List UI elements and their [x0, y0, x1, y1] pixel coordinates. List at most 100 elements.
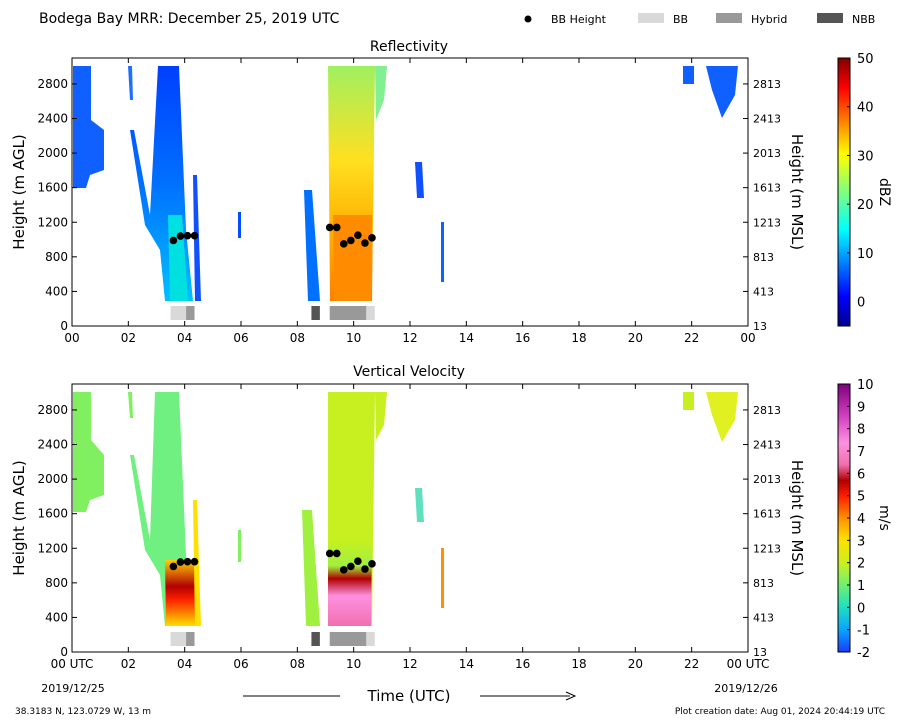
- y-tick-right-label: 13: [753, 320, 767, 333]
- bb-height-point: [332, 549, 341, 558]
- legend-nbb-label: NBB: [852, 13, 875, 26]
- x-tick-label: 14: [459, 331, 474, 345]
- refl-echo-storm-tail: [375, 66, 387, 120]
- refl-echo-early-left: [73, 66, 104, 188]
- x-tick-label: 04: [177, 331, 192, 345]
- legend-hybrid-swatch: [716, 13, 742, 23]
- y-tick-label: 0: [60, 319, 68, 333]
- start-date-label: 2019/12/25: [41, 682, 104, 695]
- legend-bb-label: BB: [673, 13, 688, 26]
- velocity-axes: 00 UTC 02 04 06 08 10 12 14 16 18 20 22 00 UTC040080…: [37, 384, 781, 671]
- reflectivity-title: Reflectivity: [370, 39, 448, 55]
- colorbar-tick-label: -1: [857, 624, 870, 639]
- bb-height-point: [340, 240, 348, 248]
- x-tick-label: 00: [64, 331, 79, 345]
- bb-height-point: [190, 557, 199, 566]
- velocity-field: [73, 392, 738, 626]
- colorbar-tick-label: 30: [857, 149, 874, 164]
- x-tick-label: 12: [402, 331, 417, 345]
- vel-echo-early-low: [165, 560, 200, 626]
- end-date-label: 2019/12/26: [714, 682, 777, 695]
- colorbar-tick-label: 10: [857, 247, 874, 262]
- y-tick-label: 2400: [37, 112, 68, 126]
- y-tick-label: 0: [60, 645, 68, 659]
- figure-title: Bodega Bay MRR: December 25, 2019 UTC: [39, 11, 340, 27]
- bb-class-nbb-bar: [311, 306, 320, 320]
- refl-echo-eod-a: [683, 66, 694, 84]
- bb-class-bb-bar: [366, 306, 375, 320]
- bb-height-point: [361, 239, 369, 247]
- y-tick-label: 1600: [37, 181, 68, 195]
- velocity-colorbar-label: m/s: [876, 505, 892, 531]
- bb-height-point: [368, 560, 376, 568]
- legend-bb-swatch: [638, 13, 664, 23]
- location-text: 38.3183 N, 123.0729 W, 13 m: [15, 707, 151, 717]
- y-tick-right-label: 2813: [753, 404, 781, 417]
- y-tick-right-label: 2013: [753, 147, 781, 160]
- reflectivity-bb-height-markers: [169, 223, 376, 248]
- bb-class-hybrid-bar: [186, 632, 195, 646]
- y-tick-label: 2800: [37, 403, 68, 417]
- reflectivity-panel: Reflectivity 00 02 04 06 08 10 12 14 16 18 20 22 000…: [10, 39, 892, 345]
- reflectivity-ylabel-left: Height (m AGL): [10, 134, 28, 249]
- x-tick-label: 22: [684, 331, 699, 345]
- colorbar-tick-label: 1: [857, 579, 865, 594]
- colorbar-tick-label: -2: [857, 646, 870, 661]
- x-tick-label: 04: [177, 657, 192, 671]
- colorbar-tick-label: 10: [857, 378, 874, 393]
- y-tick-label: 400: [45, 610, 68, 624]
- bb-height-point: [347, 562, 355, 571]
- y-tick-label: 400: [45, 284, 68, 298]
- x-tick-label: 08: [290, 657, 305, 671]
- y-tick-label: 1200: [37, 541, 68, 555]
- velocity-panel: Vertical Velocity 00 UTC 02 04 06 08 10 12 14 16…: [10, 364, 892, 671]
- x-tick-label: 06: [233, 657, 248, 671]
- bb-class-nbb-bar: [311, 632, 320, 646]
- x-tick-label: 14: [459, 657, 474, 671]
- colorbar-tick-label: 4: [857, 512, 865, 527]
- reflectivity-ylabel-right: Height (m MSL): [788, 134, 806, 250]
- y-tick-right-label: 1613: [753, 182, 781, 195]
- legend-bb-height-label: BB Height: [551, 13, 607, 26]
- velocity-bb-height-markers: [169, 549, 376, 574]
- bb-height-point: [190, 231, 199, 240]
- bb-class-hybrid-bar: [329, 632, 367, 646]
- bb-height-point: [361, 565, 369, 573]
- velocity-colorbar-ticks: -2 -1 0 1 2 3 4 5 6 7 8 9 10: [847, 378, 874, 661]
- colorbar-tick-label: 2: [857, 557, 865, 572]
- vel-echo-eod-a: [683, 392, 694, 410]
- x-tick-label: 10: [346, 657, 361, 671]
- refl-echo-isolated-06: [238, 212, 241, 238]
- vel-echo-late-streak: [415, 488, 424, 522]
- bb-height-point: [325, 223, 334, 232]
- y-tick-right-label: 13: [753, 646, 767, 659]
- legend-hybrid-label: Hybrid: [751, 13, 787, 26]
- vel-echo-storm-front: [302, 510, 320, 626]
- reflectivity-bb-class-bars: [170, 306, 375, 320]
- y-tick-right-label: 1613: [753, 508, 781, 521]
- bb-class-bb-bar: [170, 632, 187, 646]
- colorbar-tick-label: 40: [857, 101, 874, 116]
- header-legend: BB Height BB Hybrid NBB: [524, 13, 875, 26]
- y-tick-label: 2000: [37, 146, 68, 160]
- bb-height-point: [368, 234, 376, 242]
- vel-echo-late-thin: [441, 548, 444, 608]
- colorbar-tick-label: 6: [857, 467, 865, 482]
- colorbar-tick-label: 7: [857, 445, 865, 460]
- velocity-bb-class-bars: [170, 632, 375, 646]
- y-tick-right-label: 2813: [753, 78, 781, 91]
- x-tick-label: 18: [571, 657, 586, 671]
- bb-height-point: [354, 231, 362, 240]
- refl-echo-late-thin: [441, 222, 444, 282]
- y-tick-right-label: 1213: [753, 216, 781, 229]
- bb-height-point: [347, 236, 355, 245]
- bb-height-point: [169, 236, 178, 245]
- y-tick-right-label: 413: [753, 611, 774, 624]
- y-tick-right-label: 1213: [753, 542, 781, 555]
- reflectivity-axes: 00 02 04 06 08 10 12 14 16 18 20 22 0004008001200160…: [37, 58, 781, 345]
- x-tick-label: 22: [684, 657, 699, 671]
- bb-class-hybrid-bar: [186, 306, 195, 320]
- xlabel-arrow-head: [565, 691, 577, 701]
- bb-height-point: [325, 549, 334, 558]
